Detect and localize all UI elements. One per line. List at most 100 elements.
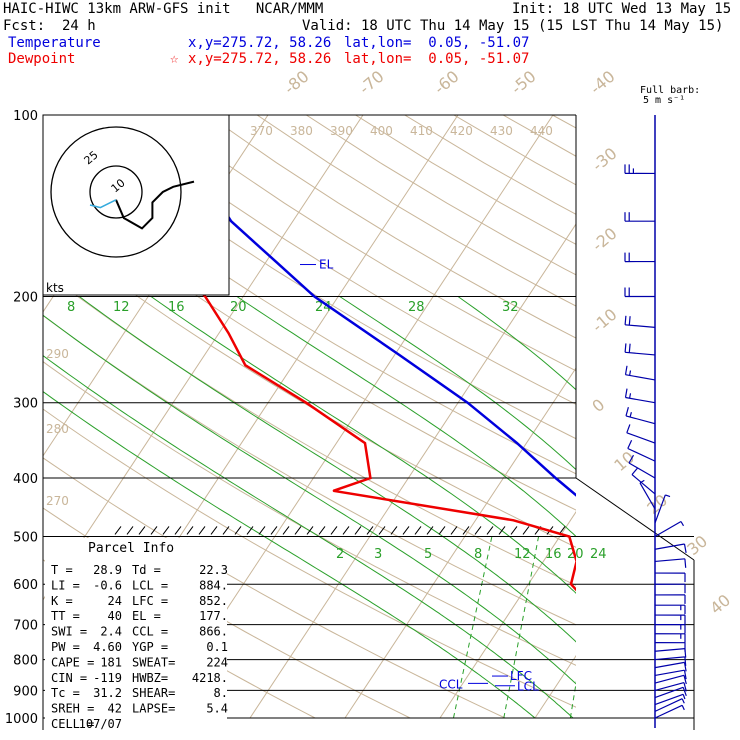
parcel-row-label: SREH = [51, 702, 94, 716]
isotherm-line [439, 511, 576, 719]
wind-barb-staff [654, 674, 685, 684]
parcel-row-label: T = [51, 563, 73, 577]
parcel-row-label: CCL = [132, 625, 168, 639]
mixing-ratio-label-lower: 5 [424, 547, 432, 562]
wind-barb-half-flag [629, 370, 632, 376]
temperature-point [466, 401, 469, 404]
freezing-hatch [522, 526, 530, 535]
parcel-row-label: CELL = [51, 717, 94, 731]
temperature-latlon: lat,lon= 0.05, -51.07 [344, 35, 530, 51]
temperature-point [592, 508, 594, 510]
pressure-label: 300 [13, 397, 38, 412]
wind-barb-flag [624, 365, 628, 375]
parcel-row-value: 28.9 [93, 563, 122, 577]
parcel-row-value: 181 [100, 655, 122, 669]
mixing-ratio-label-lower: 24 [590, 547, 607, 562]
parcel-row-value: 224 [206, 655, 228, 669]
wind-barb [628, 454, 656, 479]
mixing-ratio-label-upper: 24 [315, 300, 332, 315]
dry-adiabat-line [404, 115, 576, 215]
isotherm-label: -10 [588, 305, 620, 336]
temperature-legend: Temperature [8, 35, 101, 51]
dewpoint-point [719, 675, 721, 677]
freezing-hatch [366, 526, 374, 535]
theta-label: 410 [410, 124, 433, 138]
freezing-hatch [414, 526, 422, 535]
dewpoint-point [512, 519, 515, 522]
isotherm-line [344, 367, 576, 719]
wind-barb-flag [626, 424, 631, 434]
moist-adiabat-line [236, 296, 576, 538]
isotherm-line [43, 115, 364, 601]
wind-barb-staff [639, 482, 656, 510]
temperature-point [730, 675, 732, 677]
parcel-row-label: LAPSE= [132, 702, 175, 716]
pressure-label: 800 [13, 654, 38, 669]
wind-barb [624, 315, 656, 328]
wind-barb-half-flag [681, 705, 685, 711]
parcel-row-label: TT = [51, 609, 80, 623]
isotherm-label: -70 [355, 67, 387, 98]
isotherm-line [725, 115, 740, 718]
parcel-row-label: EL = [132, 609, 161, 623]
isotherm-label: -60 [430, 67, 462, 98]
mixing-ratio-label-upper: 16 [168, 300, 185, 315]
wind-barb-staff [628, 462, 656, 479]
mixing-ratio-line [452, 536, 493, 719]
lcl-label: LCL [517, 680, 539, 694]
mixing-ratio-label-upper: 12 [113, 300, 130, 315]
freezing-hatch [222, 526, 230, 535]
freezing-hatch [126, 526, 134, 535]
parcel-row-value: 107/07 [79, 717, 122, 731]
wind-barb-half-flag [639, 479, 645, 484]
wind-barb-staff [654, 682, 685, 691]
wind-barb [654, 520, 685, 537]
freezing-hatch [150, 526, 158, 535]
wind-barb-flag [683, 543, 687, 554]
dry-adiabat-line [502, 115, 576, 157]
freezing-hatch [210, 526, 218, 535]
wind-barb [624, 252, 656, 263]
dewpoint-point [570, 583, 572, 585]
parcel-row-value: 177. [199, 609, 228, 623]
wind-barb-staff [625, 415, 656, 425]
wind-barb [654, 594, 686, 604]
hodograph-trace [115, 180, 195, 230]
pressure-label: 700 [13, 619, 38, 634]
wind-barb-half-flag [681, 698, 685, 704]
pressure-label: 600 [13, 578, 38, 593]
dry-adiabat-line [43, 182, 576, 511]
parcel-row-label: SWI = [51, 625, 87, 639]
theta-label: 390 [330, 124, 353, 138]
parcel-row-label: PW = [51, 640, 80, 654]
temperature-point [516, 442, 518, 444]
dewpoint-latlon: lat,lon= 0.05, -51.07 [344, 51, 530, 67]
parcel-row-label: LCL = [132, 578, 168, 592]
parcel-row-label: Td = [132, 563, 161, 577]
pressure-label: 500 [13, 530, 38, 545]
freezing-hatch [318, 526, 326, 535]
moist-adiabat-line [457, 296, 576, 391]
parcel-row-value: 4218. [192, 671, 228, 685]
mixing-ratio-label-lower: 16 [545, 547, 562, 562]
isotherm-label: -20 [588, 224, 620, 255]
wind-barb-half-flag [629, 412, 632, 418]
pressure-label: 400 [13, 472, 38, 487]
wind-barb-staff [654, 698, 683, 712]
wind-barb-staff [654, 704, 683, 719]
parcel-row-value: 40 [108, 609, 122, 623]
wind-barb-flag [683, 682, 687, 692]
parcel-row-value: 852. [199, 594, 228, 608]
wind-barb [624, 388, 656, 404]
wind-barb [654, 623, 686, 634]
parcel-info-title: Parcel Info [88, 541, 174, 556]
mixing-ratio-line [736, 536, 740, 718]
wind-barb [654, 656, 687, 666]
pressure-label: 100 [13, 109, 38, 124]
freezing-hatch [378, 526, 386, 535]
isotherm-label: 0 [588, 395, 608, 416]
mixing-ratio-label-lower: 12 [514, 547, 531, 562]
freezing-hatch [114, 526, 122, 535]
wind-barb [654, 682, 687, 692]
